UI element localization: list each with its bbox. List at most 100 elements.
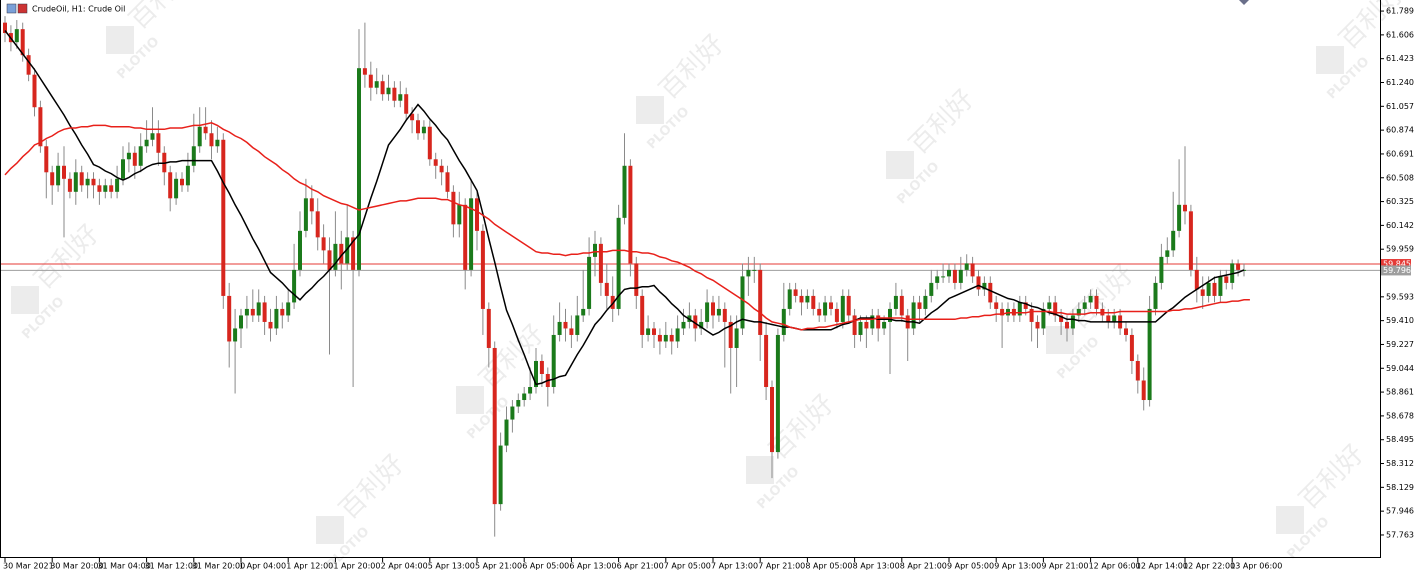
watermark-logo <box>1276 506 1304 534</box>
candle-body <box>775 334 780 453</box>
candle-body <box>1129 334 1134 361</box>
candle-body <box>274 308 279 329</box>
price-label-box <box>1381 259 1411 270</box>
candle-body <box>14 29 19 43</box>
y-tick-label: 60.508 <box>1386 173 1414 182</box>
candle-body <box>469 198 474 270</box>
y-tick-label: 58.312 <box>1386 459 1414 468</box>
candle-body <box>952 269 957 283</box>
y-tick-label: 61.240 <box>1386 78 1414 87</box>
candle-body <box>475 198 479 231</box>
x-tick-label: 7 Apr 05:00 <box>664 562 711 571</box>
candle-body <box>634 263 639 296</box>
candle-body <box>722 308 727 322</box>
candle-body <box>1059 315 1064 322</box>
candle-body <box>239 315 243 329</box>
candle-body <box>197 126 202 147</box>
x-tick-label: 31 Mar 12:00 <box>145 562 198 571</box>
candle-body <box>911 302 916 329</box>
candle-body <box>563 321 568 329</box>
candle-body <box>1212 282 1217 296</box>
candle-body <box>1135 360 1140 381</box>
candle-body <box>1041 308 1046 329</box>
moving-average <box>4 30 1245 386</box>
watermark-logo <box>746 456 774 484</box>
candle-body <box>522 393 527 401</box>
candle-body <box>180 178 184 186</box>
watermark-logo <box>1316 46 1344 74</box>
watermark-logo <box>636 96 664 124</box>
candle-body <box>321 237 326 251</box>
candle-body <box>221 139 226 296</box>
price-label: 59.796 <box>1383 266 1411 275</box>
candle-body <box>97 185 102 192</box>
candle-body <box>445 172 450 192</box>
candle-body <box>85 178 90 186</box>
candle-body <box>793 289 798 296</box>
candle-body <box>351 237 356 270</box>
candle-body <box>451 191 456 225</box>
candle-body <box>593 243 597 257</box>
candle-body <box>410 113 415 121</box>
x-tick-label: 1 Apr 12:00 <box>286 562 333 571</box>
y-tick-label: 59.410 <box>1386 316 1414 325</box>
candle-body <box>486 308 491 348</box>
candle-body <box>557 321 562 335</box>
candle-body <box>693 315 698 329</box>
candle-body <box>675 328 680 342</box>
candle-body <box>1047 302 1052 309</box>
candle-body <box>528 387 533 394</box>
x-tick-label: 5 Apr 21:00 <box>475 562 522 571</box>
candle-body <box>852 315 857 335</box>
candle-body <box>893 295 898 309</box>
candle-body <box>622 165 627 218</box>
candle-body <box>1165 250 1170 257</box>
candle-body <box>1112 315 1117 322</box>
x-tick-label: 5 Apr 13:00 <box>428 562 475 571</box>
y-tick-label: 57.946 <box>1386 507 1414 516</box>
x-tick-label: 9 Apr 21:00 <box>1041 562 1088 571</box>
y-tick-label: 60.874 <box>1386 126 1414 135</box>
candle-body <box>386 87 391 95</box>
candle-body <box>498 445 503 505</box>
x-tick-label: 1 Apr 04:00 <box>239 562 286 571</box>
shift-marker <box>1239 0 1249 5</box>
candle-body <box>115 178 120 192</box>
x-tick-label: 30 Mar 2021 <box>3 562 54 571</box>
x-tick-label: 6 Apr 05:00 <box>522 562 569 571</box>
candle-body <box>392 87 397 101</box>
candle-body <box>858 321 863 335</box>
candle-body <box>56 165 61 186</box>
candle-body <box>610 295 615 309</box>
x-tick-label: 31 Mar 20:00 <box>192 562 245 571</box>
candle-body <box>746 269 751 277</box>
candle-body <box>280 308 285 316</box>
candle-body <box>941 276 946 278</box>
candle-body <box>770 387 774 453</box>
candle-body <box>215 139 220 147</box>
candle-body <box>150 133 155 140</box>
candle-body <box>168 172 173 199</box>
y-tick-label: 59.959 <box>1386 245 1414 254</box>
x-tick-label: 6 Apr 21:00 <box>617 562 664 571</box>
x-tick-label: 7 Apr 13:00 <box>711 562 758 571</box>
moving-average <box>4 122 1250 331</box>
price-label-box <box>1381 265 1411 276</box>
candle-body <box>823 302 828 316</box>
candle-body <box>716 308 721 316</box>
candle-body <box>646 328 651 335</box>
candle-body <box>303 198 308 231</box>
candle-body <box>1029 308 1034 322</box>
candle-body <box>404 94 409 114</box>
x-tick-label: 8 Apr 21:00 <box>900 562 947 571</box>
candle-body <box>1183 204 1187 212</box>
candle-body <box>227 295 232 342</box>
candle-body <box>1094 295 1099 309</box>
x-tick-label: 7 Apr 21:00 <box>758 562 805 571</box>
watermark-logo <box>316 516 344 544</box>
x-tick-label: 31 Mar 04:00 <box>97 562 150 571</box>
x-tick-label: 30 Mar 20:00 <box>50 562 103 571</box>
candle-body <box>888 308 892 322</box>
watermark-logo <box>456 386 484 414</box>
